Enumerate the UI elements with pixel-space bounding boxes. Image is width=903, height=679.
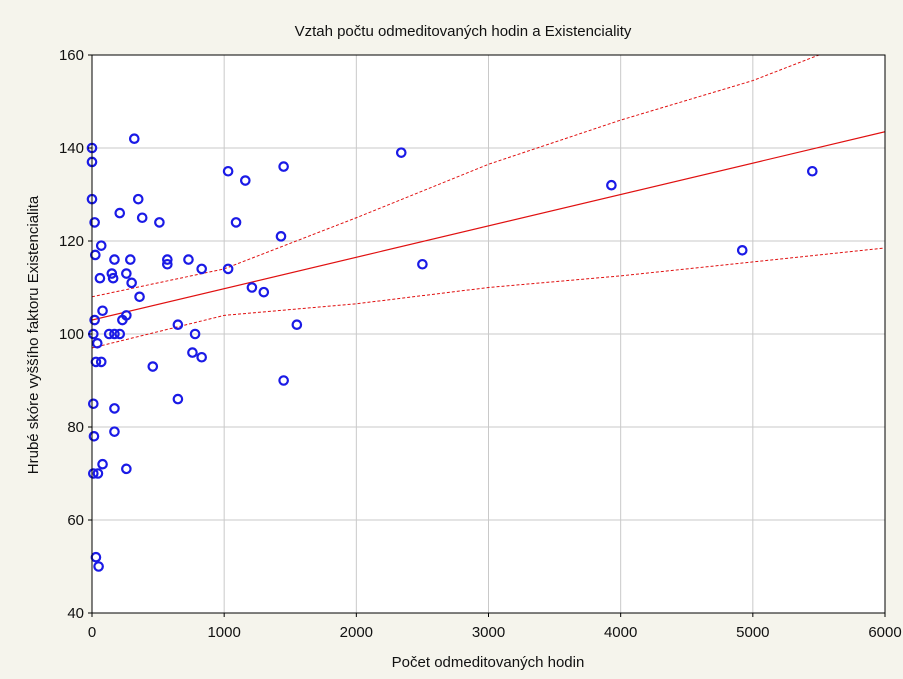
- data-point-3: [89, 217, 100, 228]
- data-point-60: [395, 147, 407, 158]
- data-point-20: [128, 133, 140, 144]
- data-point-63: [736, 245, 748, 256]
- chart-title: Vztah počtu odmeditovaných hodin a Exist…: [295, 23, 632, 40]
- data-point-46: [187, 347, 198, 358]
- data-point-42: [183, 254, 194, 265]
- x-tick-label-2: 2000: [340, 624, 373, 641]
- data-point-62: [606, 179, 617, 191]
- regression-line: [92, 131, 885, 321]
- data-point-7: [97, 305, 108, 317]
- data-point-35: [109, 328, 120, 340]
- data-point-57: [275, 231, 287, 242]
- data-point-64: [807, 165, 818, 177]
- data-point-56: [278, 161, 289, 172]
- data-point-26: [125, 254, 136, 265]
- data-point-47: [196, 351, 207, 363]
- data-point-23: [136, 212, 148, 224]
- x-tick-label-1: 1000: [207, 624, 240, 641]
- data-point-5: [95, 240, 107, 251]
- data-point-52: [230, 217, 242, 228]
- data-point-36: [114, 328, 126, 340]
- y-axis-label: Hrubé skóre vyššího faktoru Existenciali…: [25, 195, 42, 474]
- data-point-12: [95, 356, 107, 368]
- data-point-29: [107, 272, 119, 284]
- data-point-44: [172, 319, 184, 330]
- data-point-34: [103, 328, 115, 340]
- ci-lower-line: [92, 247, 885, 349]
- data-point-21: [132, 193, 144, 205]
- data-point-40: [162, 254, 173, 265]
- y-tick-label-1: 60: [67, 512, 84, 529]
- data-point-8: [89, 314, 100, 326]
- x-tick-label-0: 0: [88, 624, 96, 641]
- x-tick-label-4: 4000: [604, 624, 637, 641]
- y-tick-label-5: 140: [59, 140, 84, 157]
- data-point-55: [258, 286, 270, 298]
- data-point-16: [88, 468, 99, 479]
- y-tick-label-3: 100: [59, 326, 84, 343]
- x-tick-label-5: 5000: [736, 624, 769, 641]
- y-ticks: 40 60 80 100 120 140 160: [59, 47, 92, 622]
- data-point-28: [121, 268, 132, 279]
- data-point-53: [222, 263, 234, 275]
- data-point-25: [109, 254, 120, 265]
- data-point-27: [106, 268, 118, 279]
- x-tick-label-3: 3000: [472, 624, 505, 641]
- data-point-24: [154, 217, 165, 228]
- data-point-51: [240, 175, 251, 186]
- data-point-31: [134, 291, 145, 303]
- data-point-14: [88, 430, 100, 442]
- y-tick-label-0: 40: [67, 605, 84, 622]
- data-point-39: [121, 463, 132, 475]
- data-point-13: [88, 398, 99, 410]
- data-point-59: [278, 375, 289, 386]
- y-tick-label-4: 120: [59, 233, 84, 250]
- data-point-49: [172, 393, 184, 405]
- y-tick-label-2: 80: [67, 419, 84, 436]
- data-point-45: [189, 328, 201, 340]
- data-point-17: [92, 468, 104, 479]
- scatter-points: [86, 133, 818, 572]
- x-axis-label: Počet odmeditovaných hodin: [392, 654, 585, 671]
- data-point-43: [196, 263, 207, 275]
- data-point-22: [114, 207, 126, 219]
- data-point-37: [109, 403, 120, 414]
- y-tick-label-6: 160: [59, 47, 84, 64]
- data-point-30: [126, 277, 137, 289]
- x-ticks: 0 1000 2000 3000 4000 5000 6000: [88, 613, 902, 641]
- data-point-58: [291, 319, 303, 330]
- data-point-15: [97, 458, 108, 470]
- data-point-19: [93, 561, 104, 572]
- data-point-6: [94, 272, 106, 284]
- data-point-38: [109, 426, 120, 437]
- data-point-54: [246, 282, 258, 293]
- grid: [92, 55, 885, 613]
- data-point-4: [90, 249, 101, 261]
- fit-line-layer: [92, 131, 885, 321]
- data-point-41: [162, 258, 173, 270]
- data-point-33: [117, 314, 128, 326]
- data-point-10: [91, 337, 103, 349]
- x-tick-label-6: 6000: [868, 624, 901, 641]
- data-point-48: [147, 361, 159, 372]
- data-point-61: [417, 258, 428, 270]
- data-point-50: [222, 165, 234, 177]
